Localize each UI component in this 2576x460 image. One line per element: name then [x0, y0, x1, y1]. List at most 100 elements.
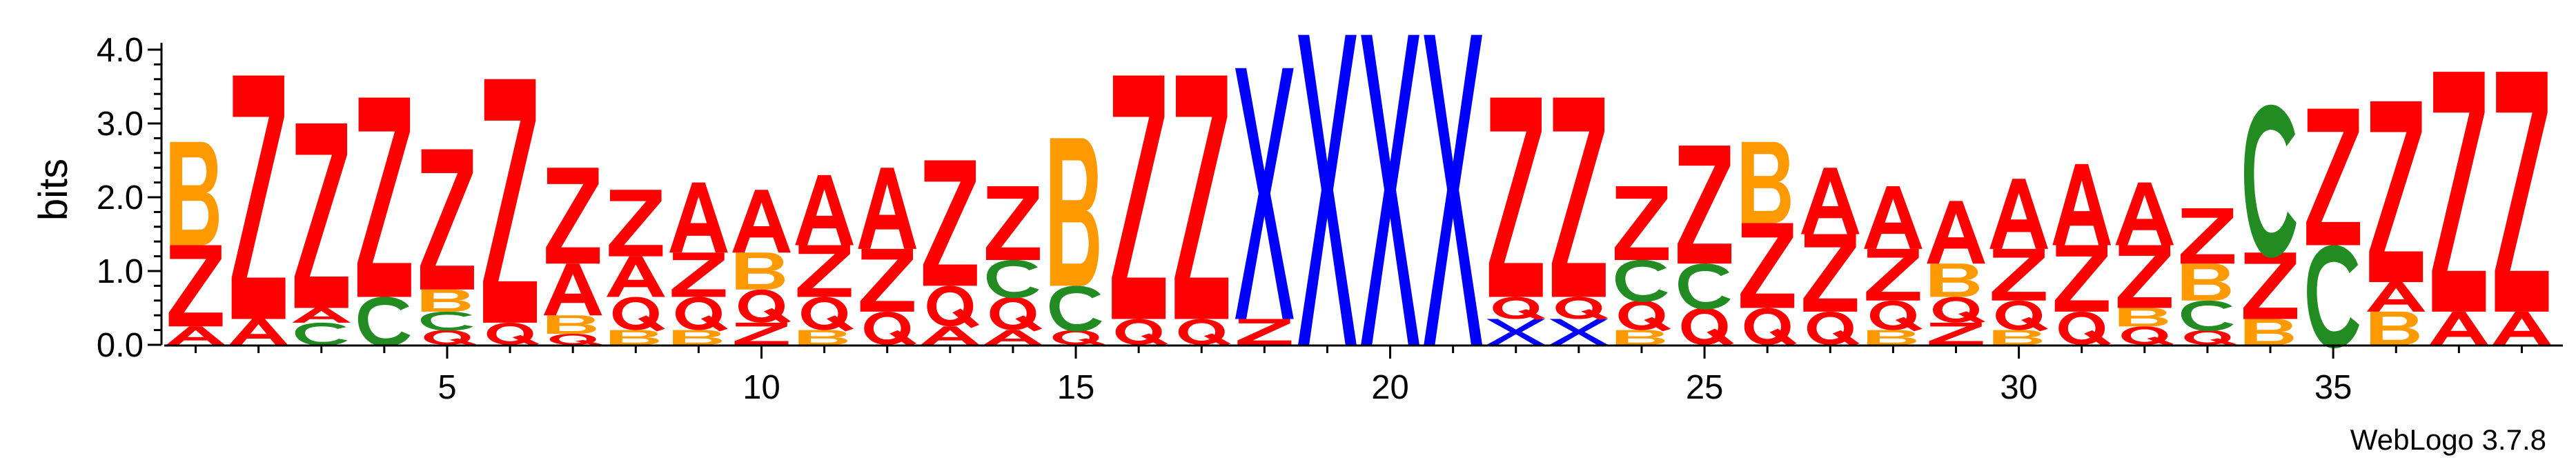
logo-letter-Q: [424, 330, 477, 346]
x-tick-label: 20: [1371, 369, 1409, 406]
logo-letter-Q: [1744, 308, 1797, 347]
logo-letter-Q: [1555, 297, 1609, 320]
logo-letter-Q: [738, 289, 791, 324]
logo-letter-B: [1993, 330, 2043, 345]
logo-letter-X: [1298, 34, 1357, 345]
logo-letter-Z: [546, 168, 600, 264]
logo-letter-A: [606, 256, 665, 297]
logo-letter-X: [1424, 34, 1483, 345]
logo-letter-C: [2307, 245, 2359, 349]
logo-letter-Z: [168, 245, 223, 327]
logo-letter-Z: [2180, 208, 2234, 264]
logo-letter-Z: [734, 322, 789, 345]
logo-letter-A: [795, 174, 854, 246]
logo-letter-Q: [1933, 297, 1985, 324]
logo-letter-Q: [549, 333, 602, 346]
logo-letter-B: [610, 330, 659, 345]
logo-letter-C: [1615, 259, 1668, 302]
logo-letter-Z: [2054, 245, 2109, 312]
logo-letter-A: [2115, 182, 2174, 246]
logo-letter-Q: [1618, 300, 1671, 332]
y-tick-label: 3.0: [97, 106, 144, 143]
logo-letter-Z: [1112, 75, 1166, 319]
logo-letter-Q: [486, 322, 540, 346]
logo-letter-Z: [357, 97, 411, 297]
logo-letter-B: [673, 330, 722, 345]
logo-letter-C: [357, 297, 411, 347]
logo-letter-C: [2181, 300, 2234, 332]
y-axis-title: bits: [31, 159, 76, 221]
logo-letter-Z: [483, 79, 538, 323]
logo-letter-A: [2429, 311, 2488, 345]
x-tick-label: 35: [2314, 369, 2352, 406]
logo-letter-A: [166, 326, 225, 345]
logo-letter-Z: [1614, 186, 1669, 260]
logo-letter-Q: [1870, 300, 1923, 332]
logo-letter-A: [229, 319, 288, 345]
x-tick-label: 10: [743, 369, 780, 406]
logo-letter-A: [1864, 186, 1923, 249]
logo-letter-Z: [294, 123, 348, 308]
logo-letter-Q: [2058, 311, 2112, 346]
logo-letter-Z: [2306, 108, 2361, 246]
logo-letter-B: [547, 315, 596, 334]
logo-letter-Q: [1115, 319, 1168, 346]
logo-letter-A: [921, 326, 980, 345]
logo-letter-Z: [2495, 72, 2549, 312]
logo-letter-A: [983, 330, 1043, 345]
logo-letter-B: [1050, 138, 1099, 286]
x-tick-label: 25: [1686, 369, 1724, 406]
logo-letter-Z: [1551, 97, 1606, 297]
logo-letter-B: [421, 289, 471, 312]
logo-letter-Z: [1992, 248, 2046, 301]
logo-letter-X: [1549, 319, 1609, 345]
logo-letter-Z: [1803, 234, 1858, 312]
logo-letter-B: [2181, 263, 2231, 301]
logo-letter-B: [2244, 319, 2294, 345]
logo-letter-X: [1486, 319, 1546, 345]
logo-letter-A: [543, 263, 602, 316]
axes: 0.0 1.0 2.0 3.0 4.0 5 10 15 20 25 30 35: [97, 32, 2563, 406]
logo-letter-Z: [609, 190, 663, 257]
logo-letter-Q: [1178, 319, 1231, 346]
logo-letter-Q: [2121, 326, 2174, 346]
logo-letter-A: [292, 308, 351, 323]
logo-letter-A: [1800, 168, 1860, 234]
logo-letter-Z: [1174, 75, 1229, 319]
logo-letter-Z: [420, 149, 474, 290]
logo-letter-Z: [671, 252, 726, 297]
logo-letter-A: [2493, 311, 2551, 345]
logo-letter-C: [421, 311, 473, 331]
logo-letter-Z: [2369, 101, 2423, 283]
logo-letter-Q: [927, 286, 980, 328]
logo-letter-Z: [1237, 319, 1292, 345]
logo-letter-Z: [2243, 252, 2298, 319]
logo-letter-Z: [1866, 248, 1920, 301]
logo-letter-Q: [676, 297, 728, 332]
logo-letter-A: [2052, 163, 2112, 246]
logo-letter-B: [170, 141, 219, 246]
logo-letter-C: [986, 259, 1039, 299]
y-tick-label: 4.0: [97, 32, 144, 69]
logo-letter-Z: [860, 248, 914, 312]
logo-letter-A: [2366, 282, 2426, 312]
logo-letter-A: [858, 168, 917, 249]
weblogo-credit: WebLogo 3.7.8: [2350, 423, 2546, 456]
logo-letter-Z: [797, 245, 852, 297]
logo-letter-X: [1235, 68, 1294, 319]
logo-letter-Z: [1740, 223, 1795, 308]
logo-letter-B: [1930, 263, 1980, 297]
logo-stacks: [166, 34, 2551, 349]
logo-letter-Q: [613, 297, 665, 332]
logo-letter-Z: [985, 186, 1040, 260]
logo-letter-Z: [923, 160, 977, 286]
logo-letter-X: [1361, 34, 1419, 345]
logo-letter-B: [1615, 330, 1665, 345]
x-tick-label: 5: [437, 369, 456, 406]
logo-letter-Q: [1807, 311, 1860, 346]
logo-letter-C: [1678, 263, 1731, 310]
y-tick-label: 0.0: [97, 327, 144, 364]
logo-letter-B: [1741, 141, 1791, 223]
logo-letter-B: [2118, 308, 2168, 327]
